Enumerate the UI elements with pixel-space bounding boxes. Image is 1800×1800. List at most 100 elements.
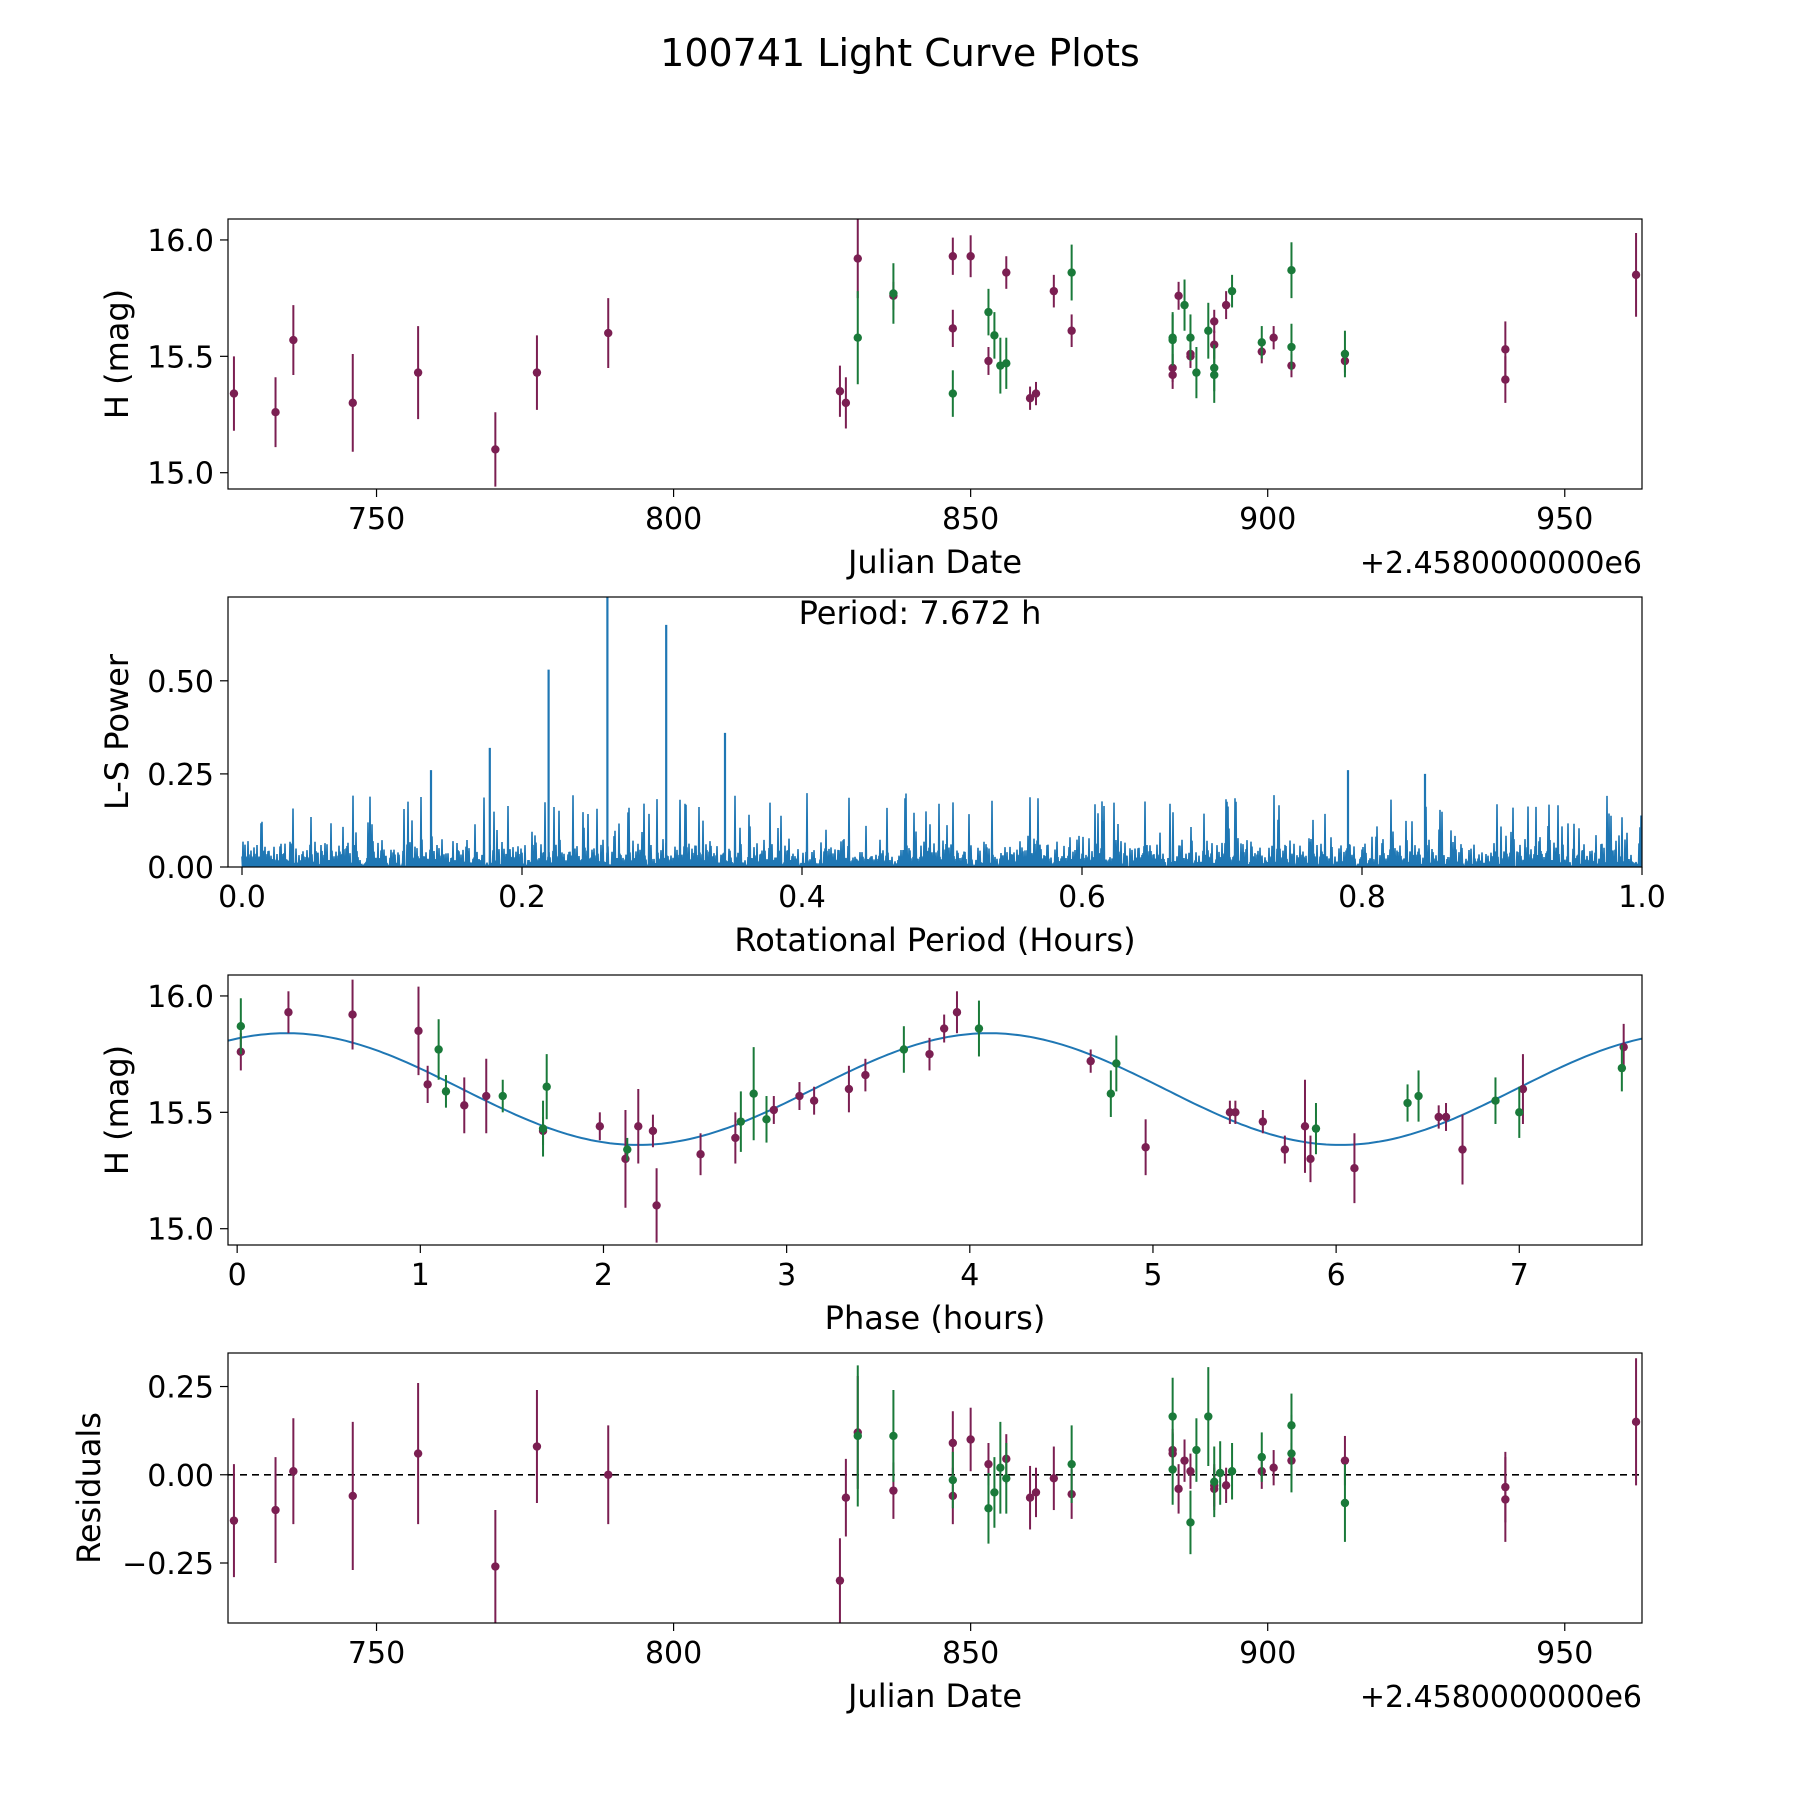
primary-filter-data-point bbox=[939, 1024, 949, 1033]
primary-filter-data-point bbox=[1269, 333, 1278, 342]
primary-filter-data-point bbox=[1174, 291, 1183, 301]
primary-filter-data-point bbox=[1174, 1484, 1183, 1494]
secondary-filter-data-point bbox=[1227, 286, 1237, 296]
secondary-filter-data-point bbox=[1287, 342, 1296, 352]
primary-filter-data-point bbox=[1306, 1154, 1315, 1164]
secondary-filter-data-point bbox=[1067, 1459, 1076, 1469]
secondary-filter-data-point bbox=[498, 1091, 507, 1101]
primary-filter-data-point bbox=[348, 1491, 357, 1501]
y-tick-label: 0.25 bbox=[147, 758, 214, 793]
x-tick-label: 950 bbox=[1536, 502, 1593, 537]
primary-filter-data-point bbox=[1434, 1112, 1443, 1122]
primary-filter-data-point bbox=[229, 389, 239, 398]
primary-filter-data-point bbox=[460, 1101, 469, 1110]
y-axis-label: H (mag) bbox=[98, 1045, 136, 1175]
primary-filter-data-point bbox=[984, 1459, 993, 1469]
secondary-filter-data-point bbox=[984, 307, 993, 317]
secondary-filter-data-point bbox=[1210, 1477, 1219, 1487]
x-tick-label: 6 bbox=[1327, 1258, 1346, 1293]
primary-filter-data-point bbox=[284, 1008, 293, 1017]
primary-filter-data-point bbox=[696, 1150, 705, 1159]
secondary-filter-data-point bbox=[1192, 1445, 1201, 1455]
x-offset-label: +2.4580000000e6 bbox=[1360, 546, 1642, 581]
primary-filter-data-point bbox=[952, 1008, 962, 1017]
secondary-filter-data-point bbox=[1311, 1124, 1321, 1133]
x-tick-label: 7 bbox=[1510, 1258, 1529, 1293]
primary-filter-data-point bbox=[1025, 1493, 1035, 1502]
secondary-filter-data-point bbox=[434, 1045, 443, 1054]
primary-filter-data-point bbox=[229, 1516, 239, 1525]
primary-filter-data-point bbox=[853, 254, 862, 263]
residuals-panel: 750 800 850 900 950 −0.25 0.00 0.25 Julian Date R… bbox=[70, 1352, 1643, 1715]
primary-filter-data-point bbox=[271, 1505, 280, 1515]
primary-filter-data-point bbox=[769, 1105, 779, 1115]
secondary-filter-data-point bbox=[889, 1431, 898, 1441]
primary-filter-data-point bbox=[844, 1084, 854, 1094]
x-tick-label: 800 bbox=[645, 502, 702, 537]
x-axis-label: Julian Date bbox=[846, 1677, 1022, 1715]
y-axis-label: L-S Power bbox=[98, 653, 136, 810]
secondary-filter-data-point bbox=[1340, 1498, 1350, 1508]
primary-filter-data-point bbox=[648, 1126, 658, 1136]
primary-filter-data-point bbox=[604, 328, 613, 338]
secondary-filter-data-point bbox=[736, 1117, 746, 1126]
plot-area bbox=[229, 219, 1641, 487]
primary-filter-data-point bbox=[1258, 1117, 1268, 1126]
primary-filter-data-point bbox=[491, 445, 500, 454]
x-tick-label: 850 bbox=[942, 502, 999, 537]
primary-filter-data-point bbox=[1186, 1467, 1195, 1476]
y-axis-label: H (mag) bbox=[98, 289, 136, 419]
secondary-filter-data-point bbox=[990, 1488, 999, 1497]
primary-filter-data-point bbox=[1086, 1056, 1095, 1066]
x-tick-label: 0.8 bbox=[1338, 880, 1386, 915]
x-tick-label: 850 bbox=[942, 1636, 999, 1671]
primary-filter-data-point bbox=[1049, 286, 1059, 296]
secondary-filter-data-point bbox=[990, 331, 999, 340]
secondary-filter-data-point bbox=[1106, 1089, 1116, 1098]
x-tick-label: 0.4 bbox=[778, 880, 826, 915]
primary-filter-data-point bbox=[1518, 1084, 1528, 1094]
secondary-filter-data-point bbox=[1210, 370, 1219, 380]
y-tick-label: −0.25 bbox=[122, 1547, 214, 1582]
x-tick-label: 950 bbox=[1536, 1636, 1593, 1671]
secondary-filter-data-point bbox=[1067, 268, 1076, 277]
primary-filter-data-point bbox=[1501, 375, 1510, 384]
y-tick-label: 16.0 bbox=[147, 224, 214, 259]
secondary-filter-data-point bbox=[899, 1045, 909, 1054]
primary-filter-data-point bbox=[841, 1493, 851, 1502]
primary-filter-data-point bbox=[925, 1049, 934, 1059]
primary-filter-data-point bbox=[1031, 389, 1041, 398]
primary-filter-data-point bbox=[835, 387, 845, 396]
x-axis-label: Julian Date bbox=[846, 543, 1022, 581]
primary-filter-data-point bbox=[289, 335, 298, 345]
y-axis-label: Residuals bbox=[70, 1412, 108, 1564]
secondary-filter-data-point bbox=[236, 1022, 246, 1031]
secondary-filter-data-point bbox=[1168, 335, 1177, 345]
axes-frame bbox=[227, 1352, 1643, 1624]
primary-filter-data-point bbox=[532, 368, 542, 377]
primary-filter-data-point bbox=[984, 356, 993, 366]
secondary-filter-data-point bbox=[749, 1089, 758, 1098]
secondary-filter-data-point bbox=[1227, 1467, 1237, 1476]
secondary-filter-data-point bbox=[542, 1082, 551, 1091]
secondary-filter-data-point bbox=[853, 333, 862, 342]
primary-filter-data-point bbox=[861, 1070, 870, 1080]
x-tick-label: 0.0 bbox=[218, 880, 266, 915]
secondary-filter-data-point bbox=[1414, 1091, 1423, 1101]
primary-filter-data-point bbox=[604, 1470, 613, 1479]
primary-filter-data-point bbox=[595, 1122, 605, 1131]
primary-filter-data-point bbox=[1300, 1122, 1310, 1131]
primary-filter-data-point bbox=[482, 1091, 491, 1101]
plot-area bbox=[228, 979, 1642, 1243]
primary-filter-data-point bbox=[1221, 300, 1231, 310]
x-axis-label: Rotational Period (Hours) bbox=[734, 921, 1135, 959]
x-tick-label: 2 bbox=[594, 1258, 613, 1293]
secondary-filter-data-point bbox=[623, 1145, 632, 1154]
primary-filter-data-point bbox=[1619, 1042, 1628, 1052]
y-tick-label: 15.0 bbox=[147, 1213, 214, 1248]
secondary-filter-data-point bbox=[1168, 1465, 1177, 1474]
y-tick-label: 16.0 bbox=[147, 980, 214, 1015]
primary-filter-data-point bbox=[1168, 370, 1177, 380]
y-tick-label: 0.25 bbox=[147, 1371, 214, 1406]
secondary-filter-data-point bbox=[1002, 359, 1011, 368]
